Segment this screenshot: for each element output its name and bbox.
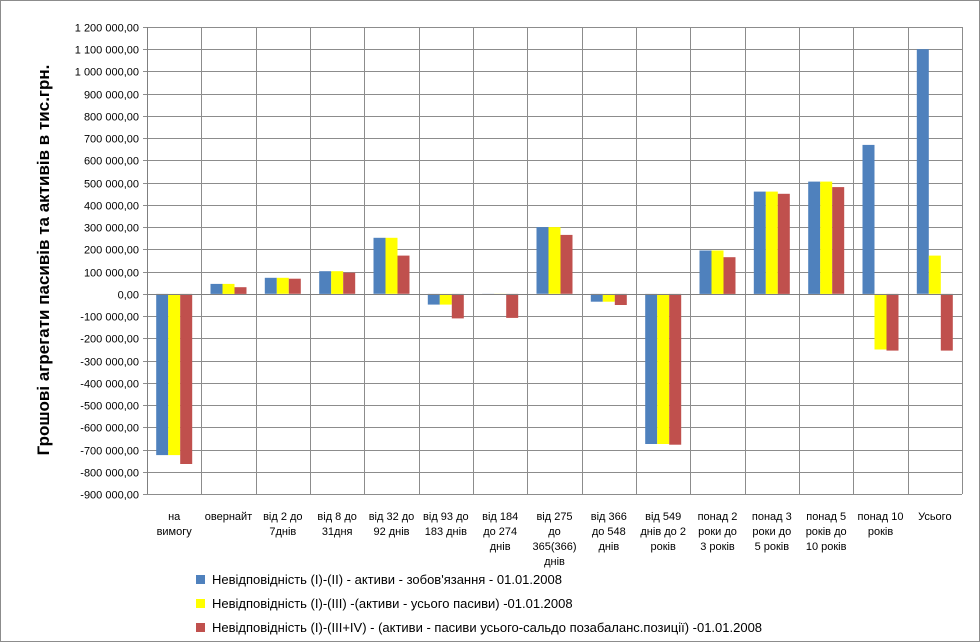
bar bbox=[602, 293, 615, 302]
bar bbox=[590, 293, 603, 302]
bar bbox=[886, 293, 899, 351]
bar bbox=[156, 293, 169, 456]
y-tick-label: -600 000,00 bbox=[80, 423, 139, 435]
bar bbox=[645, 293, 658, 444]
bar bbox=[916, 49, 929, 294]
bar bbox=[862, 144, 875, 294]
legend-swatch bbox=[196, 599, 205, 608]
y-tick-label: 900 000,00 bbox=[84, 90, 139, 102]
y-tick-label: 600 000,00 bbox=[84, 156, 139, 168]
x-tick-label: понад 2 роки до 3 років bbox=[698, 511, 738, 553]
x-tick-label: від 93 до 183 днів bbox=[423, 511, 469, 538]
x-tick-label: овернайт bbox=[205, 511, 252, 523]
y-tick-label: 1 000 000,00 bbox=[75, 67, 139, 79]
bar bbox=[397, 255, 410, 294]
y-tick-label: 100 000,00 bbox=[84, 268, 139, 280]
bar bbox=[319, 271, 332, 294]
bar bbox=[614, 293, 627, 305]
x-tick-label: від 8 до 31дня bbox=[317, 511, 356, 538]
bar bbox=[288, 278, 301, 294]
bar bbox=[560, 234, 573, 294]
x-tick-label: на вимогу bbox=[157, 511, 193, 538]
bar bbox=[210, 283, 223, 294]
x-tick-label: понад 10 років bbox=[858, 511, 904, 538]
y-tick-label: 300 000,00 bbox=[84, 223, 139, 235]
legend-label: Невідповідність (I)-(II) - активи - зобо… bbox=[212, 572, 562, 587]
x-tick-label: від 549 днів до 2 років bbox=[640, 511, 686, 553]
bar bbox=[343, 272, 356, 294]
bar bbox=[669, 293, 682, 445]
y-tick-label: -200 000,00 bbox=[80, 334, 139, 346]
bar bbox=[928, 255, 941, 294]
legend-label: Невідповідність (I)-(III+IV) - (активи -… bbox=[212, 620, 762, 635]
bar bbox=[548, 227, 561, 294]
bar bbox=[753, 191, 766, 294]
x-tick-label: від 32 до 92 днів bbox=[369, 511, 415, 538]
legend-swatch bbox=[196, 575, 205, 584]
bar bbox=[385, 237, 398, 294]
y-tick-label: 800 000,00 bbox=[84, 112, 139, 124]
bar bbox=[699, 250, 712, 294]
bar bbox=[276, 277, 289, 294]
bar bbox=[451, 293, 464, 319]
y-axis-title: Грошові агрегати пасивів та активів в ти… bbox=[34, 65, 53, 456]
bar bbox=[940, 293, 953, 351]
y-tick-label: -300 000,00 bbox=[80, 357, 139, 369]
y-tick-label: 500 000,00 bbox=[84, 179, 139, 191]
y-tick-label: 400 000,00 bbox=[84, 201, 139, 213]
x-tick-label: від 366 до 548 днів bbox=[591, 511, 627, 553]
legend-label: Невідповідність (I)-(III) -(активи - усь… bbox=[212, 596, 573, 611]
x-tick-label: Усього bbox=[918, 511, 952, 523]
bar bbox=[808, 181, 821, 294]
y-tick-label: 1 200 000,00 bbox=[75, 23, 139, 35]
bar bbox=[820, 181, 833, 294]
y-tick-label: -700 000,00 bbox=[80, 446, 139, 458]
bar bbox=[765, 191, 778, 294]
x-tick-label: понад 3 роки до 5 років bbox=[752, 511, 792, 553]
x-tick-label: від 184 до 274 днів bbox=[482, 511, 518, 553]
bar bbox=[536, 227, 549, 294]
bar bbox=[234, 287, 247, 294]
legend-swatch bbox=[196, 623, 205, 632]
y-tick-label: -100 000,00 bbox=[80, 312, 139, 324]
y-tick-label: -500 000,00 bbox=[80, 401, 139, 413]
y-tick-label: 700 000,00 bbox=[84, 134, 139, 146]
bar bbox=[427, 293, 440, 305]
bar bbox=[180, 293, 193, 464]
y-tick-label: 200 000,00 bbox=[84, 245, 139, 257]
bar bbox=[657, 293, 670, 444]
bar bbox=[331, 271, 344, 294]
y-tick-label: 0,00 bbox=[118, 290, 139, 302]
bar bbox=[723, 257, 736, 294]
bar bbox=[832, 187, 845, 294]
y-tick-label: 1 100 000,00 bbox=[75, 45, 139, 57]
x-tick-label: від 2 до 7днів bbox=[263, 511, 302, 538]
bar bbox=[439, 293, 452, 305]
bar bbox=[168, 293, 181, 456]
bar bbox=[222, 283, 235, 294]
bar bbox=[373, 237, 386, 294]
bar bbox=[506, 293, 519, 318]
y-tick-label: -900 000,00 bbox=[80, 490, 139, 502]
bar bbox=[874, 293, 887, 350]
bar bbox=[711, 250, 724, 294]
y-tick-label: -800 000,00 bbox=[80, 468, 139, 480]
bar bbox=[264, 277, 277, 294]
x-tick-label: від 275 до 365(366) днів bbox=[532, 511, 576, 568]
x-tick-label: понад 5 років до 10 років bbox=[806, 511, 847, 553]
bar bbox=[777, 193, 790, 294]
y-tick-label: -400 000,00 bbox=[80, 379, 139, 391]
